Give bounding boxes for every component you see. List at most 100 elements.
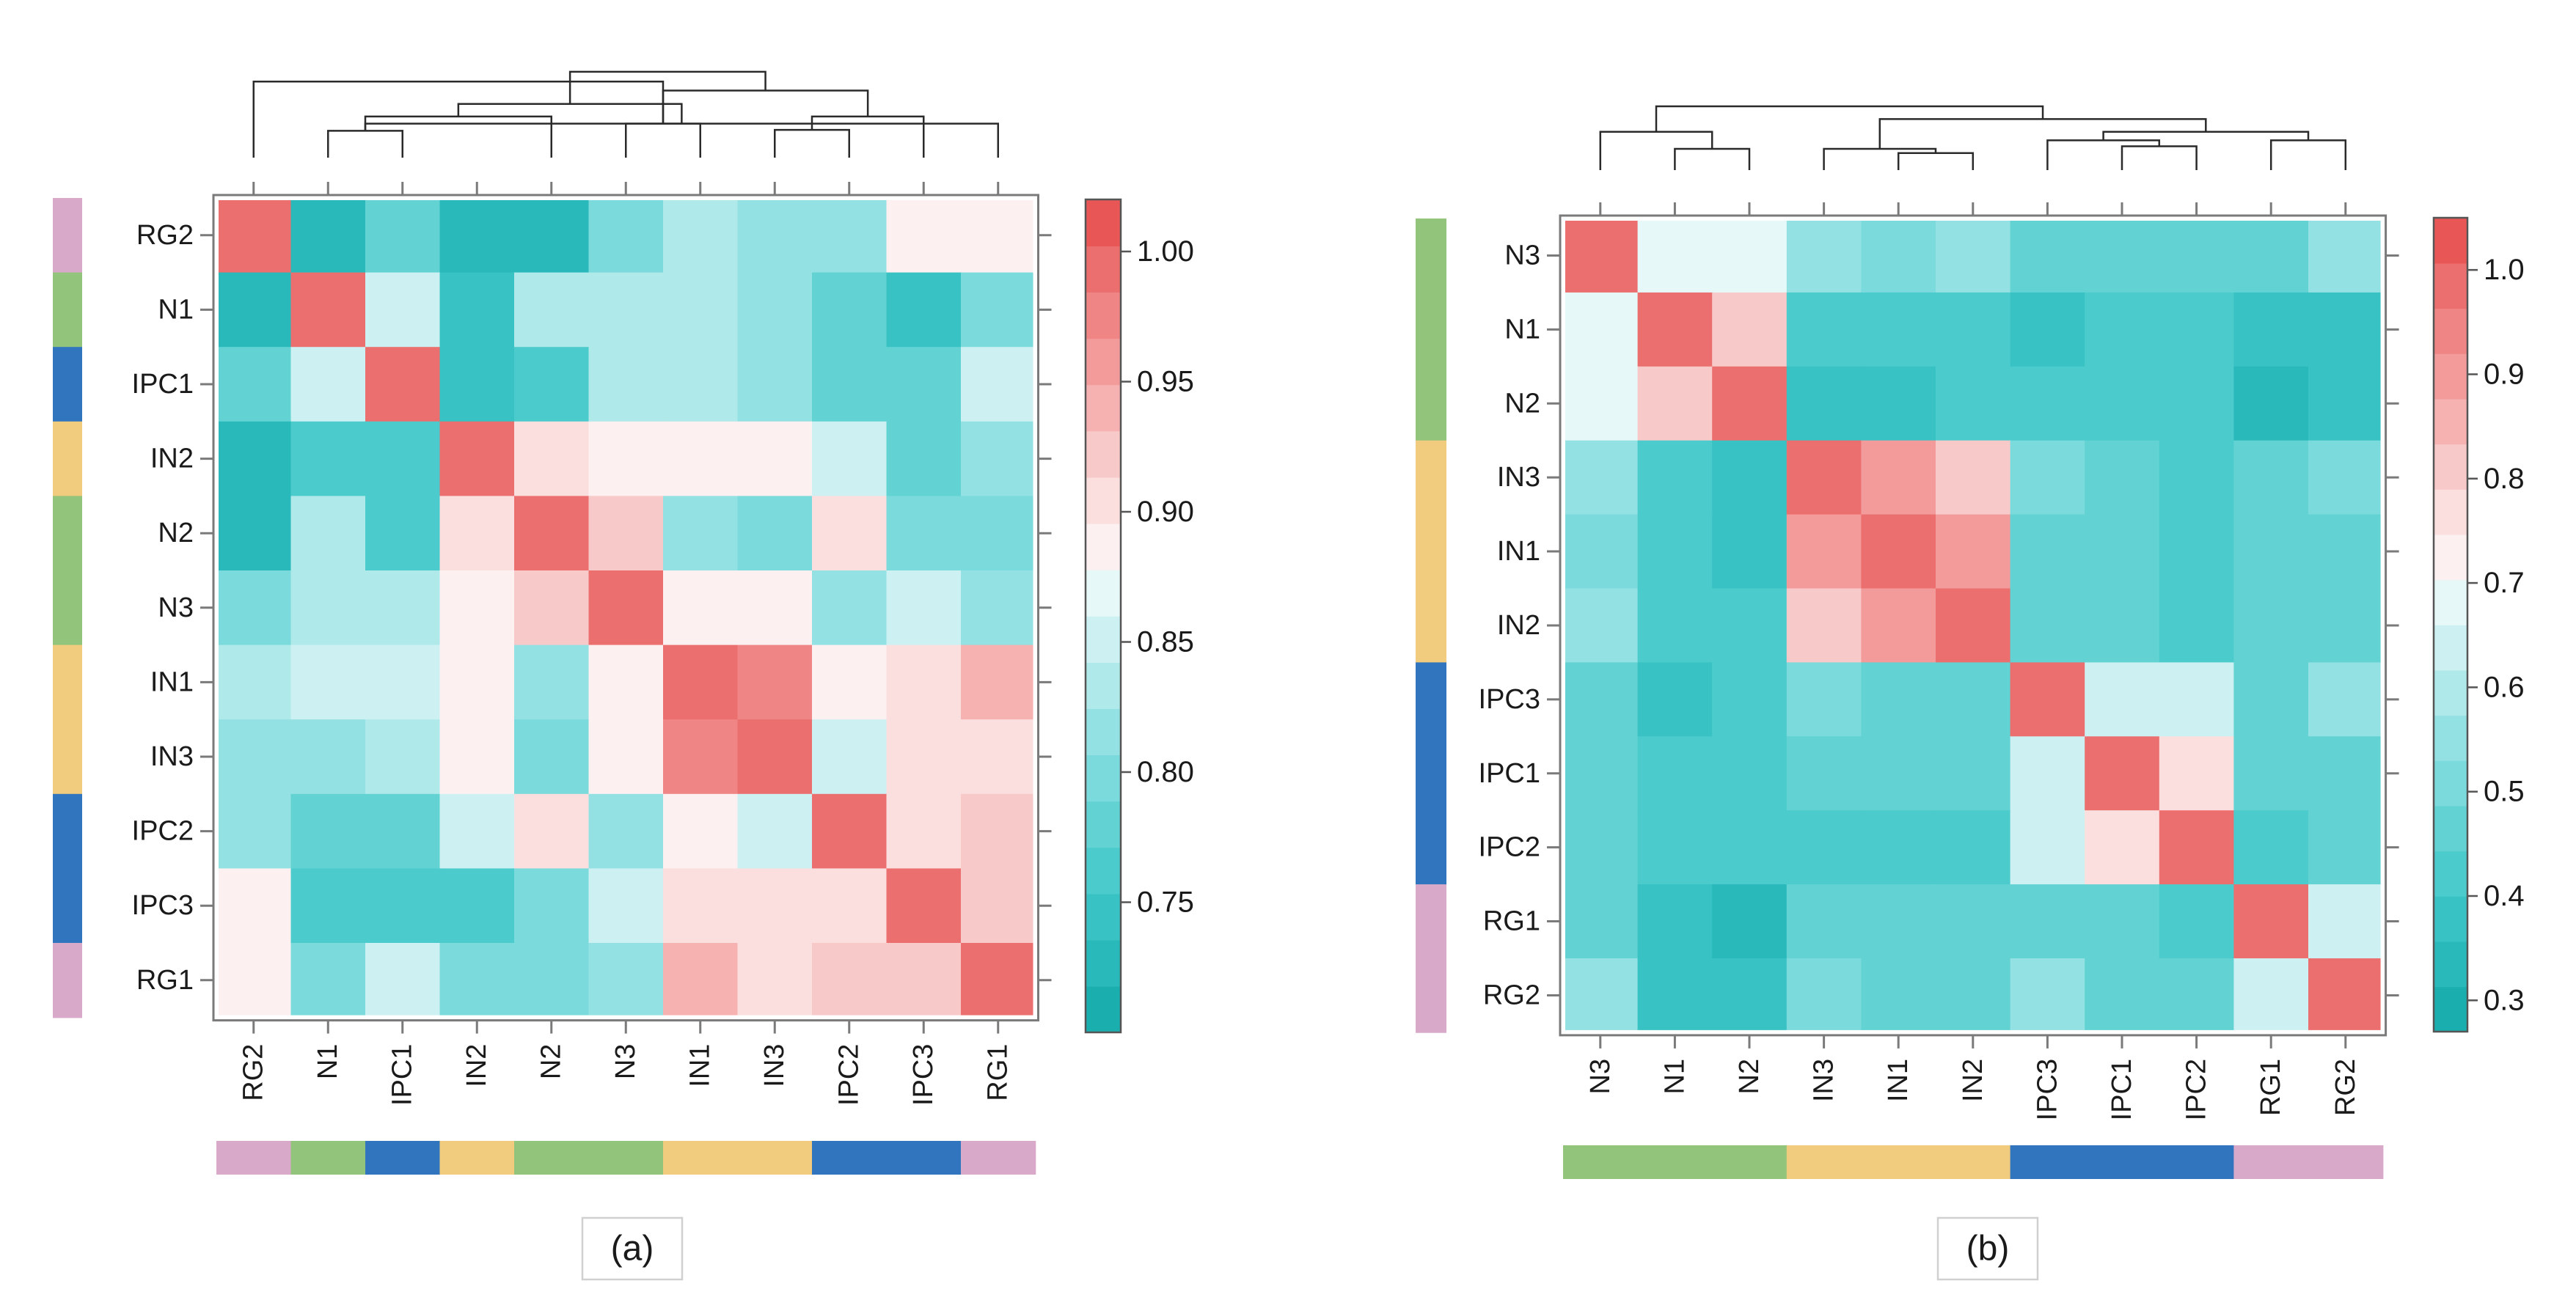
heatmap-cell (514, 719, 590, 795)
colorbar-tick-label: 0.5 (2484, 776, 2525, 808)
heatmap-cell (737, 347, 813, 422)
column-group-bar-segment (663, 1141, 739, 1175)
column-label: IPC2 (834, 1044, 865, 1106)
heatmap-cell (1637, 440, 1713, 515)
colorbar-segment (2434, 534, 2467, 581)
heatmap-cell (1861, 588, 1936, 664)
heatmap-cell (1712, 736, 1788, 811)
row-label: N1 (1504, 314, 1540, 345)
heatmap-cell (812, 496, 888, 571)
heatmap-cell (365, 347, 441, 422)
row-group-bar-segment (53, 793, 82, 870)
heatmap-cell (2233, 292, 2309, 367)
colorbar-segment (1086, 893, 1121, 941)
column-label: N1 (1659, 1059, 1690, 1095)
heatmap-cell (290, 496, 366, 571)
heatmap-cell (886, 719, 962, 795)
heatmap-cell (1712, 366, 1788, 441)
heatmap-cell (2085, 662, 2160, 738)
heatmap-cell (886, 943, 962, 1018)
heatmap-cell (812, 793, 888, 870)
heatmap-cell (1786, 440, 1862, 515)
heatmap-cell (2159, 218, 2235, 293)
colorbar: 0.3 0.4 0.5 0.6 0.7 0.8 0.9 1.0 (2432, 216, 2525, 1033)
heatmap-cell (290, 347, 366, 422)
colorbar-tick-label: 0.4 (2484, 880, 2525, 912)
heatmap-cell (812, 198, 888, 273)
heatmap-cell (290, 943, 366, 1018)
heatmap-cell (2159, 810, 2235, 885)
column-group-bar-segment (886, 1141, 962, 1175)
row-label: N2 (1504, 388, 1540, 419)
heatmap-cell (514, 198, 590, 273)
heatmap-cell (2085, 810, 2160, 885)
heatmap-cell (439, 868, 515, 944)
column-group-bar-segment (1563, 1145, 1639, 1179)
heatmap-cell (365, 868, 441, 944)
heatmap-cell (1637, 292, 1713, 367)
colorbar-segment (1086, 708, 1121, 756)
heatmap-cell (663, 347, 739, 422)
heatmap-cell (514, 347, 590, 422)
heatmap-cell (1712, 810, 1788, 885)
heatmap-cell (290, 272, 366, 348)
heatmap-cell (216, 719, 292, 795)
row-group-bar-segment (1416, 884, 1446, 959)
colorbar-segment (2434, 896, 2467, 942)
heatmap-cell (2010, 292, 2085, 367)
heatmap-cell (588, 570, 664, 646)
dendrogram-link (662, 89, 869, 124)
column-label: IPC1 (2107, 1059, 2137, 1120)
row-label: N1 (158, 294, 194, 325)
heatmap-cell (2010, 884, 2085, 959)
colorbar-segment (1086, 523, 1121, 570)
row-group-bar-segment (53, 645, 82, 720)
heatmap-cell (1936, 958, 2011, 1033)
heatmap-cell (2010, 958, 2085, 1033)
heatmap-cell (737, 943, 813, 1018)
column-label: RG2 (2330, 1059, 2361, 1116)
row-label: N3 (158, 592, 194, 623)
heatmap-cell (2085, 588, 2160, 664)
heatmap-cell (514, 570, 590, 646)
heatmap-cell (737, 719, 813, 795)
heatmap-cell (1936, 440, 2011, 515)
heatmap-cell (1861, 218, 1936, 293)
heatmap-cell (1861, 884, 1936, 959)
dendrogram-link (1674, 147, 1751, 170)
column-label: IPC2 (2181, 1059, 2212, 1120)
colorbar-tick-label: 1.00 (1137, 235, 1194, 268)
colorbar-tick-label: 0.75 (1137, 886, 1194, 919)
heatmap-cell (886, 272, 962, 348)
heatmap-cell (1936, 884, 2011, 959)
heatmap-cell (1786, 292, 1862, 367)
colorbar-segment (2434, 308, 2467, 354)
row-group-bar-segment (1416, 440, 1446, 515)
heatmap-cell (812, 272, 888, 348)
heatmap-cell (588, 347, 664, 422)
heatmap-cell (216, 347, 292, 422)
heatmap-cell (663, 943, 739, 1018)
column-label: N2 (536, 1044, 567, 1080)
heatmap-cell (1786, 366, 1862, 441)
dendrogram-link (1878, 118, 2207, 149)
heatmap-cell (2308, 292, 2384, 367)
heatmap-cell (663, 793, 739, 870)
heatmap-cell (514, 793, 590, 870)
heatmap-cell (961, 793, 1036, 870)
row-label: N3 (1504, 240, 1540, 271)
colorbar-segment (1086, 199, 1121, 246)
heatmap-cell (439, 272, 515, 348)
heatmap-cell (1563, 588, 1639, 664)
column-group-bar-segment (514, 1141, 590, 1175)
colorbar-segment (2434, 489, 2467, 535)
dendrogram-link (568, 70, 766, 104)
dendrogram-link (811, 115, 925, 158)
heatmap-cell (2159, 366, 2235, 441)
column-group-bar-segment (1637, 1145, 1713, 1179)
column-group-bar-segment (290, 1141, 366, 1175)
heatmap-cell (216, 272, 292, 348)
heatmap-cell (737, 272, 813, 348)
row-group-bar-segment (1416, 218, 1446, 293)
colorbar-segment (2434, 805, 2467, 852)
